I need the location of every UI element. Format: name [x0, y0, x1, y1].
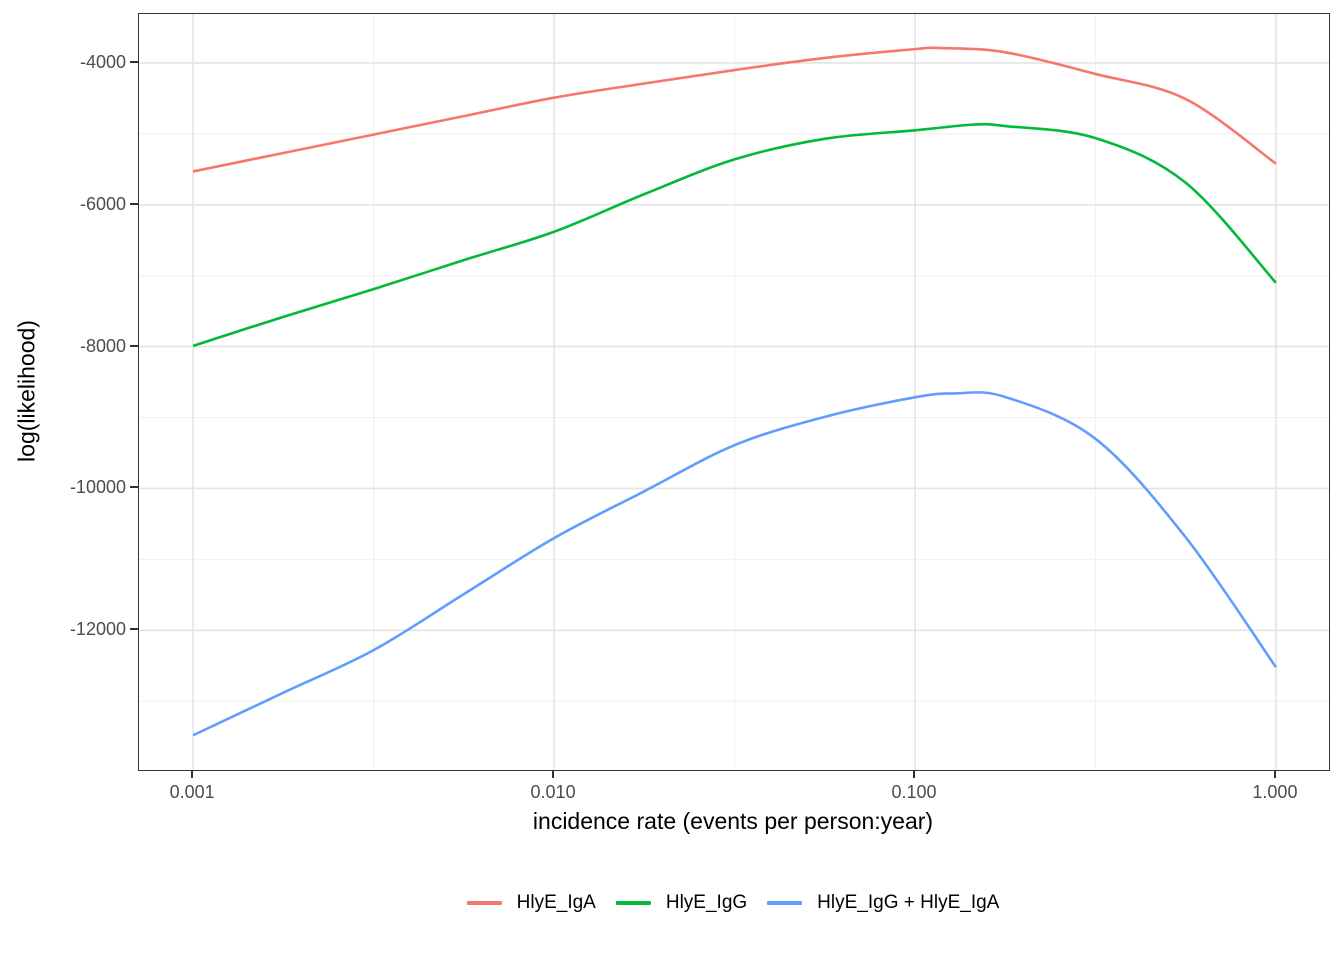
x-tick-label: 0.100: [891, 782, 937, 802]
y-tick-mark: [130, 60, 138, 63]
y-tick-label: -4000: [79, 51, 126, 72]
legend: HlyE_IgA HlyE_IgG HlyE_IgG + HlyE_IgA: [138, 892, 1328, 914]
x-tick-label: 1.000: [1252, 782, 1298, 802]
plot-panel: [138, 13, 1330, 771]
y-tick-mark: [130, 202, 138, 205]
x-tick-mark: [191, 770, 194, 778]
legend-key-line-icon: [615, 901, 651, 905]
series-line-hlye-igg-hlye-iga: [192, 391, 1278, 737]
y-tick-label: -10000: [69, 477, 126, 498]
y-tick-mark: [130, 486, 138, 489]
legend-label: HlyE_IgG + HlyE_IgA: [817, 892, 1000, 913]
plot-svg: [139, 14, 1329, 770]
legend-key-line-icon: [767, 901, 803, 905]
legend-key-line-icon: [466, 901, 502, 905]
legend-label: HlyE_IgG: [665, 892, 748, 913]
legend-label: HlyE_IgA: [516, 892, 596, 913]
series-line-hlye-igg: [192, 122, 1277, 348]
legend-item-hlye-iga: HlyE_IgA: [466, 892, 596, 914]
y-tick-label: -6000: [79, 193, 126, 214]
y-tick-mark: [130, 628, 138, 631]
y-tick-label: -12000: [69, 619, 126, 640]
legend-item-hlye-igg-hlye-iga: HlyE_IgG + HlyE_IgA: [767, 892, 999, 914]
x-tick-mark: [1273, 770, 1276, 778]
y-tick-mark: [130, 344, 138, 347]
y-tick-label: -8000: [79, 335, 126, 356]
x-tick-mark: [552, 770, 555, 778]
series-line-hlye-iga: [192, 46, 1277, 173]
x-tick-label: 0.001: [169, 782, 215, 802]
x-tick-label: 0.010: [530, 782, 576, 802]
x-axis-title: incidence rate (events per person:year): [532, 808, 934, 834]
legend-item-hlye-igg: HlyE_IgG: [615, 892, 748, 914]
x-tick-mark: [913, 770, 915, 778]
